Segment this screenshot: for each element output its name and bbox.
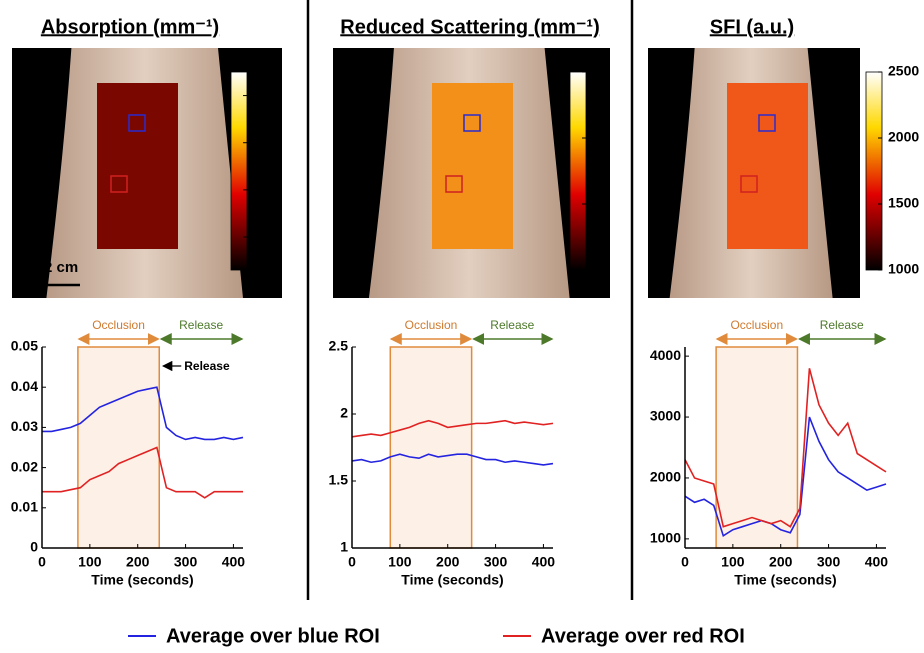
blue-roi (128, 114, 146, 132)
x-tick-label: 0 (681, 554, 689, 570)
release-label: Release (179, 318, 223, 332)
y-tick-label: 0.03 (11, 418, 38, 434)
panel-title: Reduced Scattering (mm⁻¹) (340, 16, 599, 38)
y-tick-label: 0 (30, 539, 38, 555)
colorbar-tick-label: 0.06 (253, 133, 280, 149)
colorbar-tick-label: 0 (592, 261, 600, 277)
colorbar-tick-label: 0.08 (253, 86, 280, 102)
x-tick-label: 100 (388, 554, 412, 570)
y-tick-label: 3000 (650, 408, 681, 424)
x-tick-label: 400 (222, 554, 246, 570)
heatmap (432, 83, 513, 249)
panel-title: Absorption (mm⁻¹) (41, 16, 219, 38)
release-label: Release (490, 318, 534, 332)
series-line (42, 446, 243, 499)
colorbar (865, 71, 883, 271)
heatmap (97, 83, 178, 249)
series-line (351, 419, 554, 438)
x-axis-label: Time (seconds) (734, 572, 836, 588)
colorbar-tick-label: 2500 (888, 63, 919, 79)
y-tick-label: 1 (340, 539, 348, 555)
x-tick-label: 300 (817, 554, 841, 570)
x-tick-label: 300 (484, 554, 508, 570)
annotation: Release (184, 359, 230, 373)
occlusion-region (77, 346, 160, 549)
x-axis-label: Time (seconds) (91, 572, 193, 588)
x-tick-label: 200 (769, 554, 793, 570)
colorbar-tick-label: 3 (592, 63, 600, 79)
colorbar-tick-label: 1 (592, 195, 600, 211)
legend-label: Average over blue ROI (166, 625, 380, 647)
x-tick-label: 400 (865, 554, 889, 570)
heatmap (727, 83, 808, 249)
x-tick-label: 0 (348, 554, 356, 570)
colorbar-tick-label: 0.04 (253, 181, 280, 197)
colorbar-tick-label: 1000 (888, 261, 919, 277)
y-tick-label: 0.04 (11, 378, 38, 394)
scale-bar-label: 2 cm (44, 259, 78, 276)
colorbar-tick-label: 0.02 (253, 228, 280, 244)
y-tick-label: 2.5 (329, 338, 349, 354)
colorbar (569, 71, 587, 271)
red-roi (740, 175, 758, 193)
release-label: Release (820, 318, 864, 332)
y-tick-label: 4000 (650, 347, 681, 363)
occlusion-label: Occlusion (92, 318, 145, 332)
series-line (351, 453, 554, 466)
red-roi (110, 175, 128, 193)
occlusion-label: Occlusion (730, 318, 783, 332)
x-tick-label: 100 (721, 554, 745, 570)
y-tick-label: 0.02 (11, 458, 38, 474)
occlusion-region (715, 346, 799, 549)
y-tick-label: 0.05 (11, 338, 38, 354)
x-axis-label: Time (seconds) (401, 572, 503, 588)
x-tick-label: 100 (78, 554, 102, 570)
occlusion-label: Occlusion (405, 318, 458, 332)
x-tick-label: 200 (126, 554, 150, 570)
blue-roi (463, 114, 481, 132)
blue-roi (758, 114, 776, 132)
red-roi (445, 175, 463, 193)
y-tick-label: 2 (340, 405, 348, 421)
y-tick-label: 2000 (650, 469, 681, 485)
colorbar-tick-label: 1500 (888, 195, 919, 211)
y-tick-label: 0.01 (11, 499, 38, 515)
x-tick-label: 300 (174, 554, 198, 570)
series-line (42, 386, 244, 441)
occlusion-region (389, 346, 473, 549)
x-tick-label: 0 (38, 554, 46, 570)
series-line (684, 416, 887, 538)
legend-label: Average over red ROI (541, 625, 745, 647)
x-tick-label: 200 (436, 554, 460, 570)
colorbar (230, 71, 248, 271)
series-line (684, 368, 887, 528)
panel-title: SFI (a.u.) (710, 16, 794, 38)
colorbar-tick-label: 2 (592, 129, 600, 145)
colorbar-tick-label: 2000 (888, 129, 919, 145)
y-tick-label: 1000 (650, 530, 681, 546)
x-tick-label: 400 (532, 554, 556, 570)
y-tick-label: 1.5 (329, 472, 349, 488)
